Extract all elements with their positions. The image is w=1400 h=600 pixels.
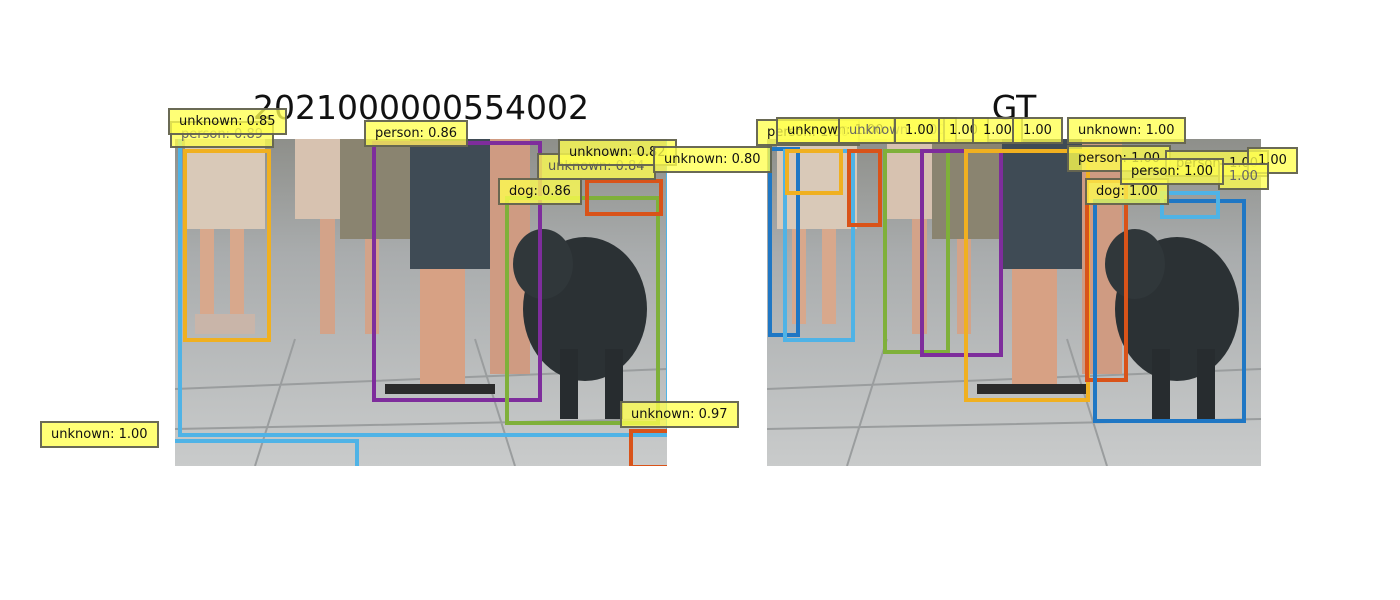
pred-label-dog-086: dog: 0.86 <box>498 178 582 205</box>
gt-box-yellow-big <box>964 149 1090 402</box>
gt-label-unknown-right: unknown: 1.00 <box>1067 117 1186 144</box>
gt-box-orange-small <box>847 149 882 227</box>
gt-box-green <box>883 149 950 354</box>
pred-label-unknown-080: unknown: 0.80 <box>653 146 772 173</box>
gt-box-yellow-small <box>785 149 843 195</box>
gt-label-person-dog: person: 1.00 <box>1120 158 1225 185</box>
pred-box-dog-green <box>505 196 660 425</box>
gt-label-score-4: 1.00 <box>1012 117 1063 144</box>
gt-box-sky-small <box>1160 191 1220 219</box>
gt-box-blue-dog <box>1093 199 1246 423</box>
pred-box-blue-bottom <box>175 439 359 466</box>
prediction-image <box>175 139 667 466</box>
gt-box-purple <box>920 149 1003 357</box>
gt-label-score-1: 1.00 <box>894 117 945 144</box>
pred-box-unknown-sky <box>178 139 667 437</box>
pred-box-person-yellow <box>183 149 271 342</box>
pred-box-orange-top <box>585 179 663 216</box>
pred-label-person-086: person: 0.86 <box>364 120 469 147</box>
gt-label-score-6: 1.00 <box>1218 163 1269 190</box>
pred-box-orange-bottom <box>629 429 667 466</box>
ground-truth-image <box>767 139 1261 466</box>
pred-label-unknown-097: unknown: 0.97 <box>620 401 739 428</box>
pred-label-unknown-085: unknown: 0.85 <box>168 108 287 135</box>
pred-label-unknown-100: unknown: 1.00 <box>40 421 159 448</box>
